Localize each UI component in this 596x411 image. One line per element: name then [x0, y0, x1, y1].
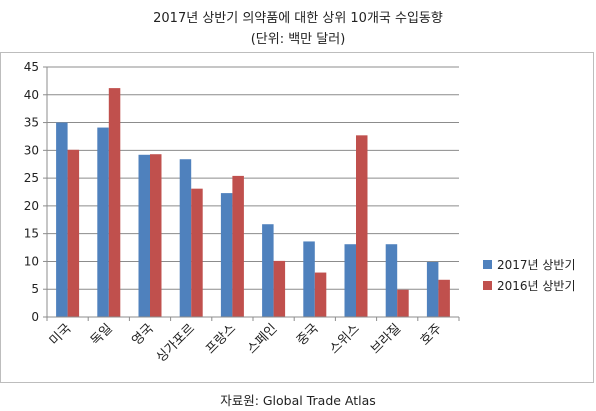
- y-tick-label: 20: [24, 199, 39, 213]
- bar-2017-8: [385, 244, 398, 317]
- bar-2017-5: [262, 224, 274, 317]
- legend-item: 2017년 상반기: [483, 254, 576, 275]
- legend: 2017년 상반기 2016년 상반기: [483, 254, 576, 296]
- x-tick-label: 독일: [88, 321, 116, 349]
- y-tick-label: 15: [24, 227, 39, 241]
- legend-item: 2016년 상반기: [483, 275, 576, 296]
- chart-title: 2017년 상반기 의약품에 대한 상위 10개국 수입동향: [153, 11, 443, 26]
- y-tick-label: 35: [24, 116, 39, 130]
- x-tick-label: 미국: [47, 321, 75, 349]
- y-tick-label: 30: [24, 143, 39, 157]
- legend-swatch: [483, 260, 492, 269]
- bar-2016-6: [314, 272, 327, 317]
- bar-2016-7: [356, 135, 368, 317]
- bar-2016-1: [108, 88, 121, 317]
- bar-2017-3: [179, 159, 192, 317]
- bar-2016-5: [273, 260, 286, 317]
- bar-2017-6: [303, 241, 315, 317]
- chart-area: 0 5 10 15 20 25 30 35 40 45 미국 독일 영국 싱가포르 프랑스 스페인 중국 스위스 브…: [0, 52, 594, 383]
- bar-2017-1: [97, 127, 109, 317]
- bar-2016-2: [150, 154, 162, 317]
- bar-2017-4: [220, 193, 233, 317]
- legend-swatch: [483, 281, 492, 290]
- y-tick-label: 45: [24, 60, 39, 74]
- legend-label: 2017년 상반기: [497, 258, 576, 272]
- x-tick-label: 호주: [418, 321, 446, 349]
- x-tick-label: 브라질: [368, 321, 404, 357]
- source-note: 자료원: Global Trade Atlas: [220, 393, 376, 408]
- legend-label: 2016년 상반기: [497, 279, 576, 293]
- x-tick-label: 중국: [294, 321, 322, 349]
- y-tick-label: 0: [31, 310, 39, 324]
- x-tick-label: 스위스: [327, 321, 363, 357]
- bar-2017-7: [344, 244, 356, 317]
- y-tick-label: 10: [24, 254, 39, 268]
- bar-2016-3: [191, 188, 203, 317]
- x-tick-label: 프랑스: [203, 321, 239, 357]
- bar-2016-0: [67, 149, 80, 317]
- bar-2017-2: [138, 154, 150, 317]
- x-tick-label: 영국: [129, 321, 157, 349]
- bar-2016-4: [232, 175, 244, 317]
- bar-2017-0: [56, 122, 68, 317]
- x-tick-label: 싱가포르: [154, 321, 198, 365]
- y-tick-label: 40: [24, 88, 39, 102]
- bar-2016-8: [397, 289, 409, 317]
- bar-2017-9: [426, 262, 439, 317]
- bar-2016-9: [438, 279, 450, 317]
- chart-subtitle: (단위: 백만 달러): [250, 32, 346, 47]
- x-tick-label: 스페인: [244, 321, 280, 357]
- y-tick-label: 5: [31, 282, 39, 296]
- y-tick-label: 25: [24, 171, 39, 185]
